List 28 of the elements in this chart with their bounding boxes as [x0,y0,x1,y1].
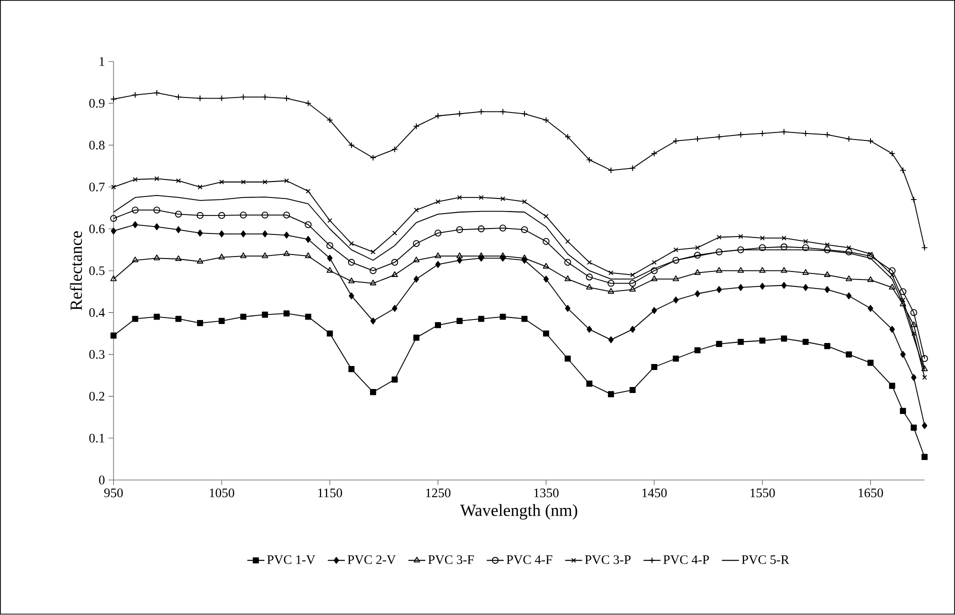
legend-label: PVC 3-F [428,556,474,564]
x-tick-label: 1250 [426,488,450,498]
y-tick-label: 0.1 [89,434,104,443]
y-tick-label: 0.8 [89,140,105,150]
legend-label: PVC 4-P [663,556,709,564]
y-tick-label: 0.6 [89,224,105,234]
x-tick-label: 1550 [750,488,775,498]
y-tick-label: 0.7 [89,182,105,192]
y-tick-label: 0.3 [89,350,105,360]
y-axis-title: Reflectance [70,232,82,310]
x-tick-label: 1350 [534,488,559,498]
x-axis-title: Wavelength (nm) [460,504,578,520]
y-tick-label: 0.2 [89,392,104,401]
y-tick-label: 0.5 [89,266,105,276]
y-tick-label: 1 [100,57,104,66]
y-tick-label: 0.9 [89,99,104,108]
legend-label: PVC 4-F [506,556,552,564]
y-tick-label: 0 [99,476,105,485]
x-tick-label: 1150 [318,488,342,498]
legend-label: PVC 3-P [584,556,631,564]
y-tick-label: 0.4 [89,308,105,318]
x-tick-label: 1450 [642,488,667,498]
x-tick-label: 1650 [858,488,883,498]
x-tick-label: 1050 [210,488,234,498]
legend-label: PVC 1-V [267,556,316,564]
legend-label: PVC 5-R [742,556,790,564]
x-tick-label: 950 [104,488,123,498]
legend-label: PVC 2-V [348,556,396,564]
